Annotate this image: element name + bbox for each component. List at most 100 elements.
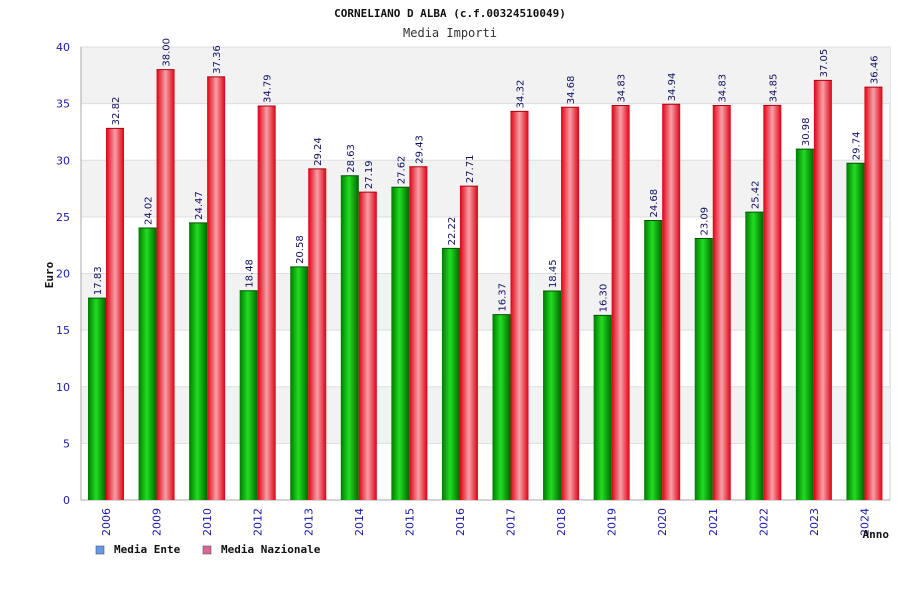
x-tick-label: 2015 [403,508,416,536]
bar-media-nazionale-2019 [611,105,630,501]
value-label: 17.83 [93,266,104,295]
value-label: 18.48 [245,259,256,288]
y-tick-label: 20 [56,268,70,281]
value-label: 24.47 [194,191,205,220]
x-tick-label: 2013 [302,508,315,536]
bar-media-nazionale-2013 [308,168,327,500]
value-label: 34.32 [516,80,527,109]
value-label: 16.30 [599,284,610,313]
value-label: 20.58 [295,235,306,264]
value-label: 29.74 [851,132,862,161]
x-axis-ticks: 2006 2009 2010 2012 2013 2014 2015 2016 2017 2018… [100,508,871,536]
legend-label: Media Ente [114,543,181,556]
bar-media-ente-2013 [290,266,309,500]
value-label: 34.83 [617,74,628,103]
legend-swatch [95,545,105,555]
y-tick-label: 40 [56,41,70,54]
x-tick-label: 2009 [151,508,164,536]
bar-media-nazionale-2006 [106,128,124,500]
bar-media-ente-2016 [441,248,460,500]
value-label: 34.79 [263,74,274,103]
x-tick-label: 2017 [505,508,518,536]
value-label: 36.46 [869,55,880,84]
value-label: 30.98 [801,118,812,147]
y-tick-label: 35 [56,98,70,111]
y-axis-ticks: 0 5 10 15 20 25 30 35 40 [56,41,70,507]
legend: Media Ente Media Nazionale [95,543,321,556]
y-tick-label: 10 [56,381,70,394]
x-tick-label: 2024 [858,508,871,536]
bar-media-ente-2022 [745,212,764,500]
legend-label: Media Nazionale [221,543,321,556]
value-label: 34.68 [566,76,577,105]
value-label: 16.37 [498,283,509,312]
x-tick-label: 2023 [808,508,821,536]
bar-media-ente-2023 [795,149,814,501]
value-label: 25.42 [750,180,761,209]
bar-media-ente-2020 [644,220,663,500]
value-label: 22.22 [447,217,458,246]
value-label: 24.68 [649,189,660,218]
bar-media-ente-2019 [593,315,612,500]
x-tick-label: 2006 [100,508,113,536]
bar-media-nazionale-2016 [459,186,478,500]
bar-media-nazionale-2010 [207,76,226,500]
value-label: 24.02 [144,196,155,225]
bar-media-ente-2006 [88,298,106,500]
x-tick-label: 2014 [353,508,366,536]
value-label: 32.82 [111,97,122,126]
value-label: 29.43 [414,135,425,164]
bar-media-ente-2024 [846,163,865,500]
bar-media-nazionale-2018 [561,107,580,501]
value-labels: 17.83 32.82 24.02 38.00 24.47 37.36 18.48 34.79… [93,38,880,312]
value-label: 23.09 [700,207,711,236]
x-tick-label: 2021 [707,508,720,536]
x-tick-label: 2019 [606,508,619,536]
bar-media-nazionale-2015 [409,166,428,500]
bar-media-nazionale-2021 [712,105,731,501]
x-tick-label: 2012 [252,508,265,536]
bar-media-ente-2009 [138,227,157,500]
bars [88,69,883,501]
bar-media-nazionale-2022 [763,105,782,500]
bar-media-nazionale-2023 [813,80,832,500]
x-tick-label: 2010 [201,508,214,536]
bar-media-ente-2015 [391,187,410,501]
bar-media-ente-2010 [189,222,208,500]
x-tick-label: 2020 [656,508,669,536]
bar-media-ente-2021 [694,238,713,501]
value-label: 37.05 [819,49,830,78]
value-label: 34.85 [768,74,779,103]
y-tick-label: 25 [56,211,70,224]
y-tick-label: 5 [63,437,70,450]
x-axis-label: Anno [863,528,890,541]
bar-media-nazionale-2024 [864,87,883,500]
x-tick-label: 2016 [454,508,467,536]
bar-media-ente-2017 [492,314,511,500]
bar-media-ente-2014 [340,175,359,500]
value-label: 34.83 [718,74,729,103]
value-label: 28.63 [346,144,357,173]
chart-title: CORNELIANO D ALBA (c.f.00324510049) [334,7,566,20]
value-label: 27.71 [465,155,476,184]
y-tick-label: 30 [56,154,70,167]
bar-media-nazionale-2017 [510,111,529,501]
y-tick-label: 0 [63,494,70,507]
bar-media-nazionale-2012 [257,106,276,501]
bar-media-nazionale-2020 [662,104,681,500]
value-label: 29.24 [313,137,324,166]
value-label: 18.45 [548,259,559,288]
y-axis-label: Euro [43,261,56,288]
legend-swatch [202,545,212,555]
bar-media-nazionale-2009 [156,69,175,501]
value-label: 34.94 [667,73,678,102]
value-label: 37.36 [212,45,223,74]
value-label: 38.00 [162,38,173,67]
x-tick-label: 2022 [757,508,770,536]
bar-media-nazionale-2014 [358,192,377,501]
bar-media-ente-2018 [543,291,562,500]
y-tick-label: 15 [56,324,70,337]
bar-media-ente-2012 [239,290,258,500]
x-tick-label: 2018 [555,508,568,536]
